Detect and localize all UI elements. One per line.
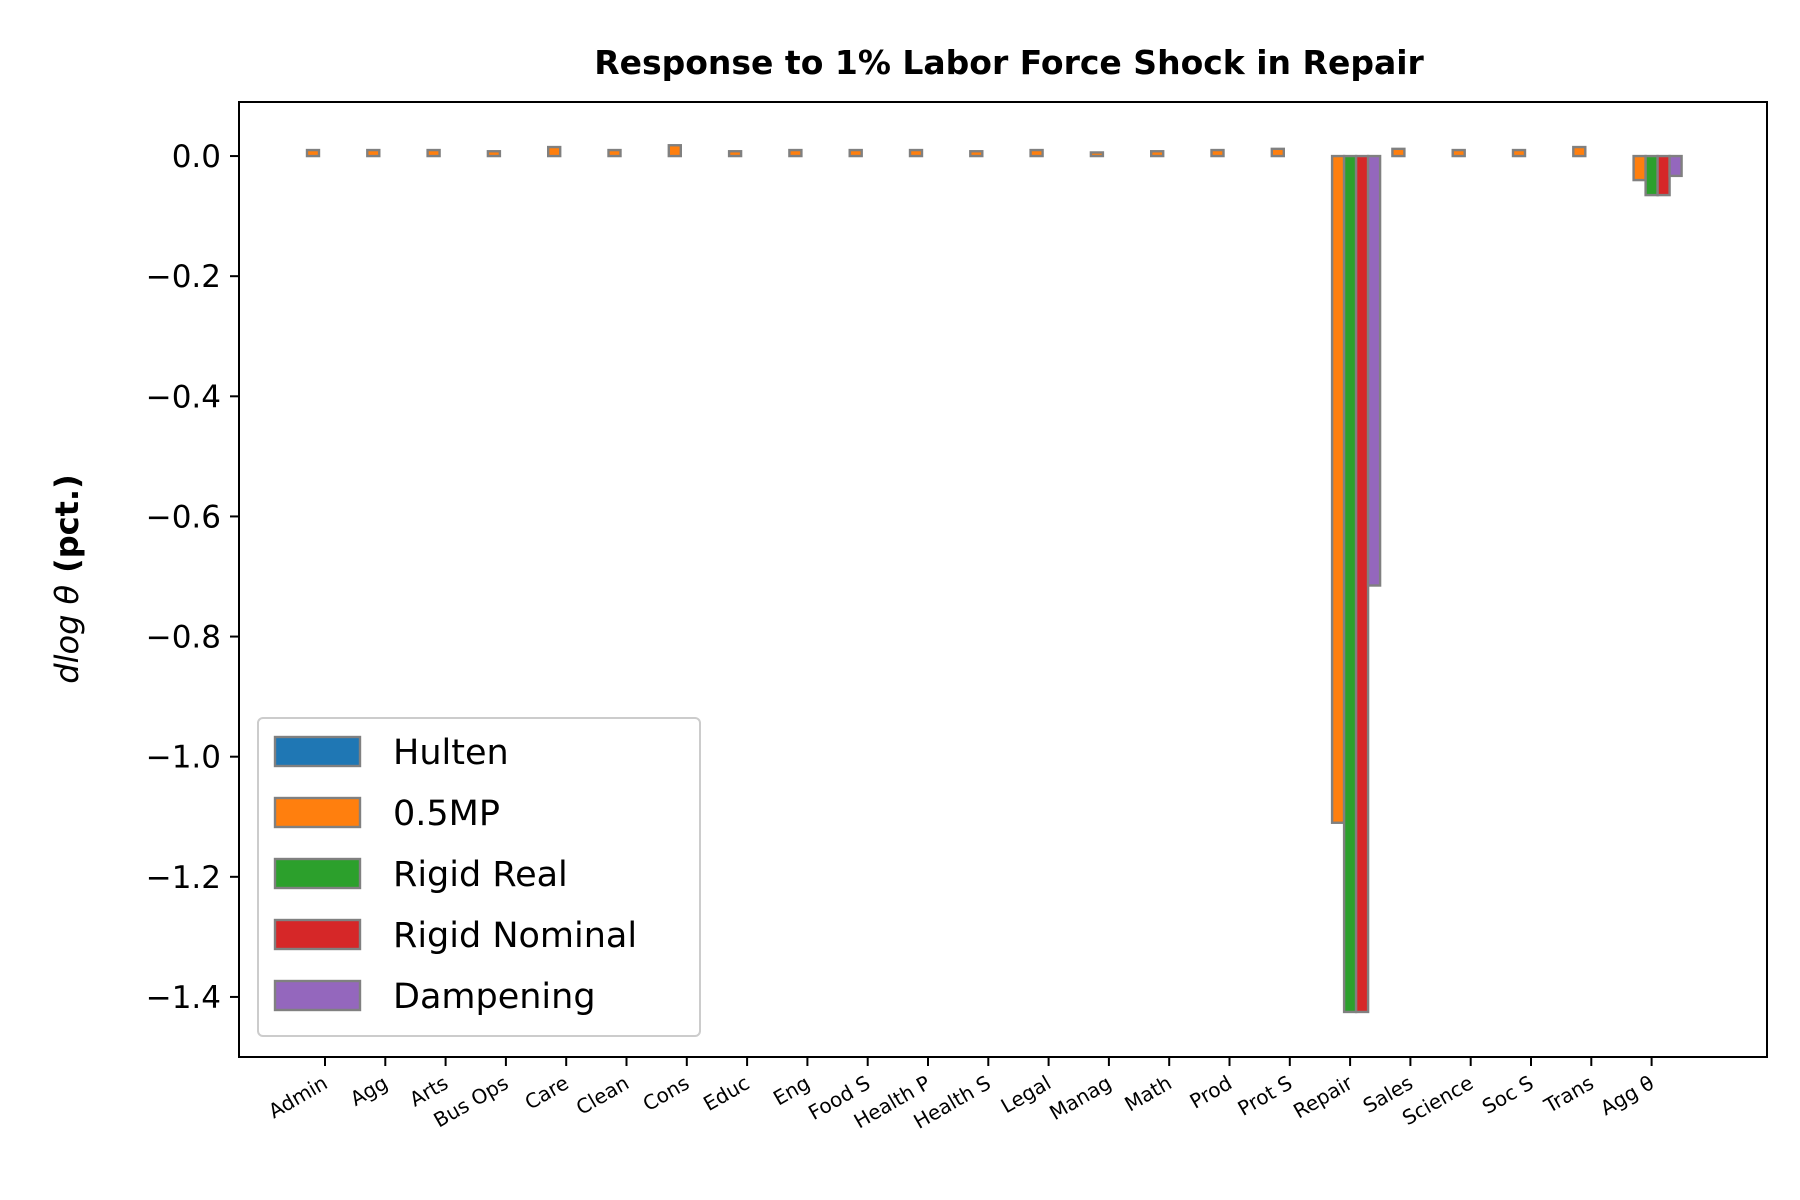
legend: Hulten 0.5MP Rigid Real Rigid Nominal Dampen… bbox=[257, 717, 701, 1037]
chart-title: Response to 1% Labor Force Shock in Repa… bbox=[594, 43, 1424, 82]
bar-0-5mp-7 bbox=[727, 150, 743, 158]
bar-0-5mp-3 bbox=[486, 150, 502, 158]
x-tick-label: Prod bbox=[1186, 1071, 1236, 1114]
legend-label-0-5mp: 0.5MP bbox=[393, 794, 500, 834]
bar-0-5mp-21 bbox=[1572, 145, 1587, 158]
y-tick-label: −1.2 bbox=[146, 860, 221, 896]
y-tick-label: −1.4 bbox=[146, 980, 221, 1016]
bar-0-5mp-0 bbox=[305, 148, 321, 158]
legend-label-rigid-nominal: Rigid Nominal bbox=[393, 916, 637, 956]
y-tick-label: −0.4 bbox=[146, 379, 221, 415]
plot-frame bbox=[238, 101, 1768, 1058]
x-tick-label: Care bbox=[521, 1071, 573, 1115]
bar-rigid-real-17 bbox=[1342, 154, 1358, 1014]
legend-swatch-0-5mp bbox=[273, 796, 362, 829]
y-axis: 0.0 −0.2 −0.4 −0.6 −0.8 −1.0 −1.2 −1.4 bbox=[146, 139, 239, 1016]
bar-0-5mp-16 bbox=[1270, 147, 1286, 158]
y-tick-label: −0.8 bbox=[146, 620, 221, 656]
legend-swatch-rigid-nominal bbox=[273, 918, 362, 951]
y-axis-label: dlog θ (pct.) bbox=[48, 474, 86, 683]
bar-0-5mp-17 bbox=[1330, 154, 1346, 824]
y-tick-label: −1.0 bbox=[146, 740, 221, 776]
x-tick-label: Clean bbox=[572, 1071, 633, 1120]
legend-label-dampening: Dampening bbox=[393, 977, 596, 1017]
bar-dampening-17 bbox=[1366, 154, 1382, 587]
x-tick-label: Prot S bbox=[1234, 1071, 1297, 1121]
bar-0-5mp-6 bbox=[667, 144, 682, 158]
bar-0-5mp-14 bbox=[1149, 150, 1165, 158]
x-tick-label: Math bbox=[1120, 1071, 1175, 1117]
bar-rigid-nominal-17 bbox=[1354, 154, 1370, 1014]
x-tick-label: Agg θ bbox=[1596, 1071, 1658, 1121]
x-tick-label: Agg bbox=[346, 1071, 392, 1111]
bar-dampening-22 bbox=[1668, 154, 1683, 178]
bar-0-5mp-11 bbox=[969, 150, 984, 158]
bar-0-5mp-9 bbox=[848, 148, 863, 158]
bar-0-5mp-18 bbox=[1391, 147, 1406, 158]
x-tick-label: Cons bbox=[639, 1071, 694, 1116]
legend-swatch-hulten bbox=[273, 735, 362, 768]
x-tick-label: Admin bbox=[264, 1071, 331, 1124]
bar-0-5mp-4 bbox=[547, 145, 562, 158]
bar-rigid-real-22 bbox=[1644, 154, 1659, 197]
bar-0-5mp-10 bbox=[908, 148, 924, 158]
y-axis-label-unit: (pct.) bbox=[48, 474, 86, 573]
legend-swatch-rigid-real bbox=[273, 857, 362, 890]
x-tick-label: Educ bbox=[699, 1071, 753, 1116]
legend-label-hulten: Hulten bbox=[393, 733, 509, 773]
bar-0-5mp-12 bbox=[1029, 148, 1044, 158]
bar-0-5mp-22 bbox=[1632, 154, 1647, 182]
bar-0-5mp-5 bbox=[607, 148, 622, 158]
y-tick-label: −0.6 bbox=[146, 499, 221, 535]
y-axis-label-math: dlog θ bbox=[48, 585, 86, 684]
y-tick-label: 0.0 bbox=[172, 139, 221, 175]
x-tick-label: Trans bbox=[1539, 1071, 1598, 1119]
bar-0-5mp-2 bbox=[426, 148, 441, 158]
bar-0-5mp-15 bbox=[1210, 148, 1225, 158]
bar-rigid-nominal-22 bbox=[1656, 154, 1671, 197]
x-tick-label: Repair bbox=[1289, 1070, 1357, 1123]
bar-0-5mp-19 bbox=[1451, 148, 1466, 158]
legend-label-rigid-real: Rigid Real bbox=[393, 855, 568, 895]
bar-0-5mp-20 bbox=[1511, 148, 1527, 158]
x-tick-label: Legal bbox=[997, 1071, 1055, 1119]
legend-box bbox=[257, 717, 701, 1037]
bar-0-5mp-13 bbox=[1089, 151, 1105, 158]
legend-swatch-dampening bbox=[273, 979, 362, 1012]
x-tick-label: Soc S bbox=[1478, 1071, 1538, 1119]
bar-0-5mp-1 bbox=[366, 148, 381, 158]
plot-area bbox=[305, 144, 1683, 1014]
x-tick-label: Manag bbox=[1045, 1071, 1115, 1125]
y-tick-label: −0.2 bbox=[146, 259, 221, 295]
bar-0-5mp-8 bbox=[788, 148, 803, 158]
